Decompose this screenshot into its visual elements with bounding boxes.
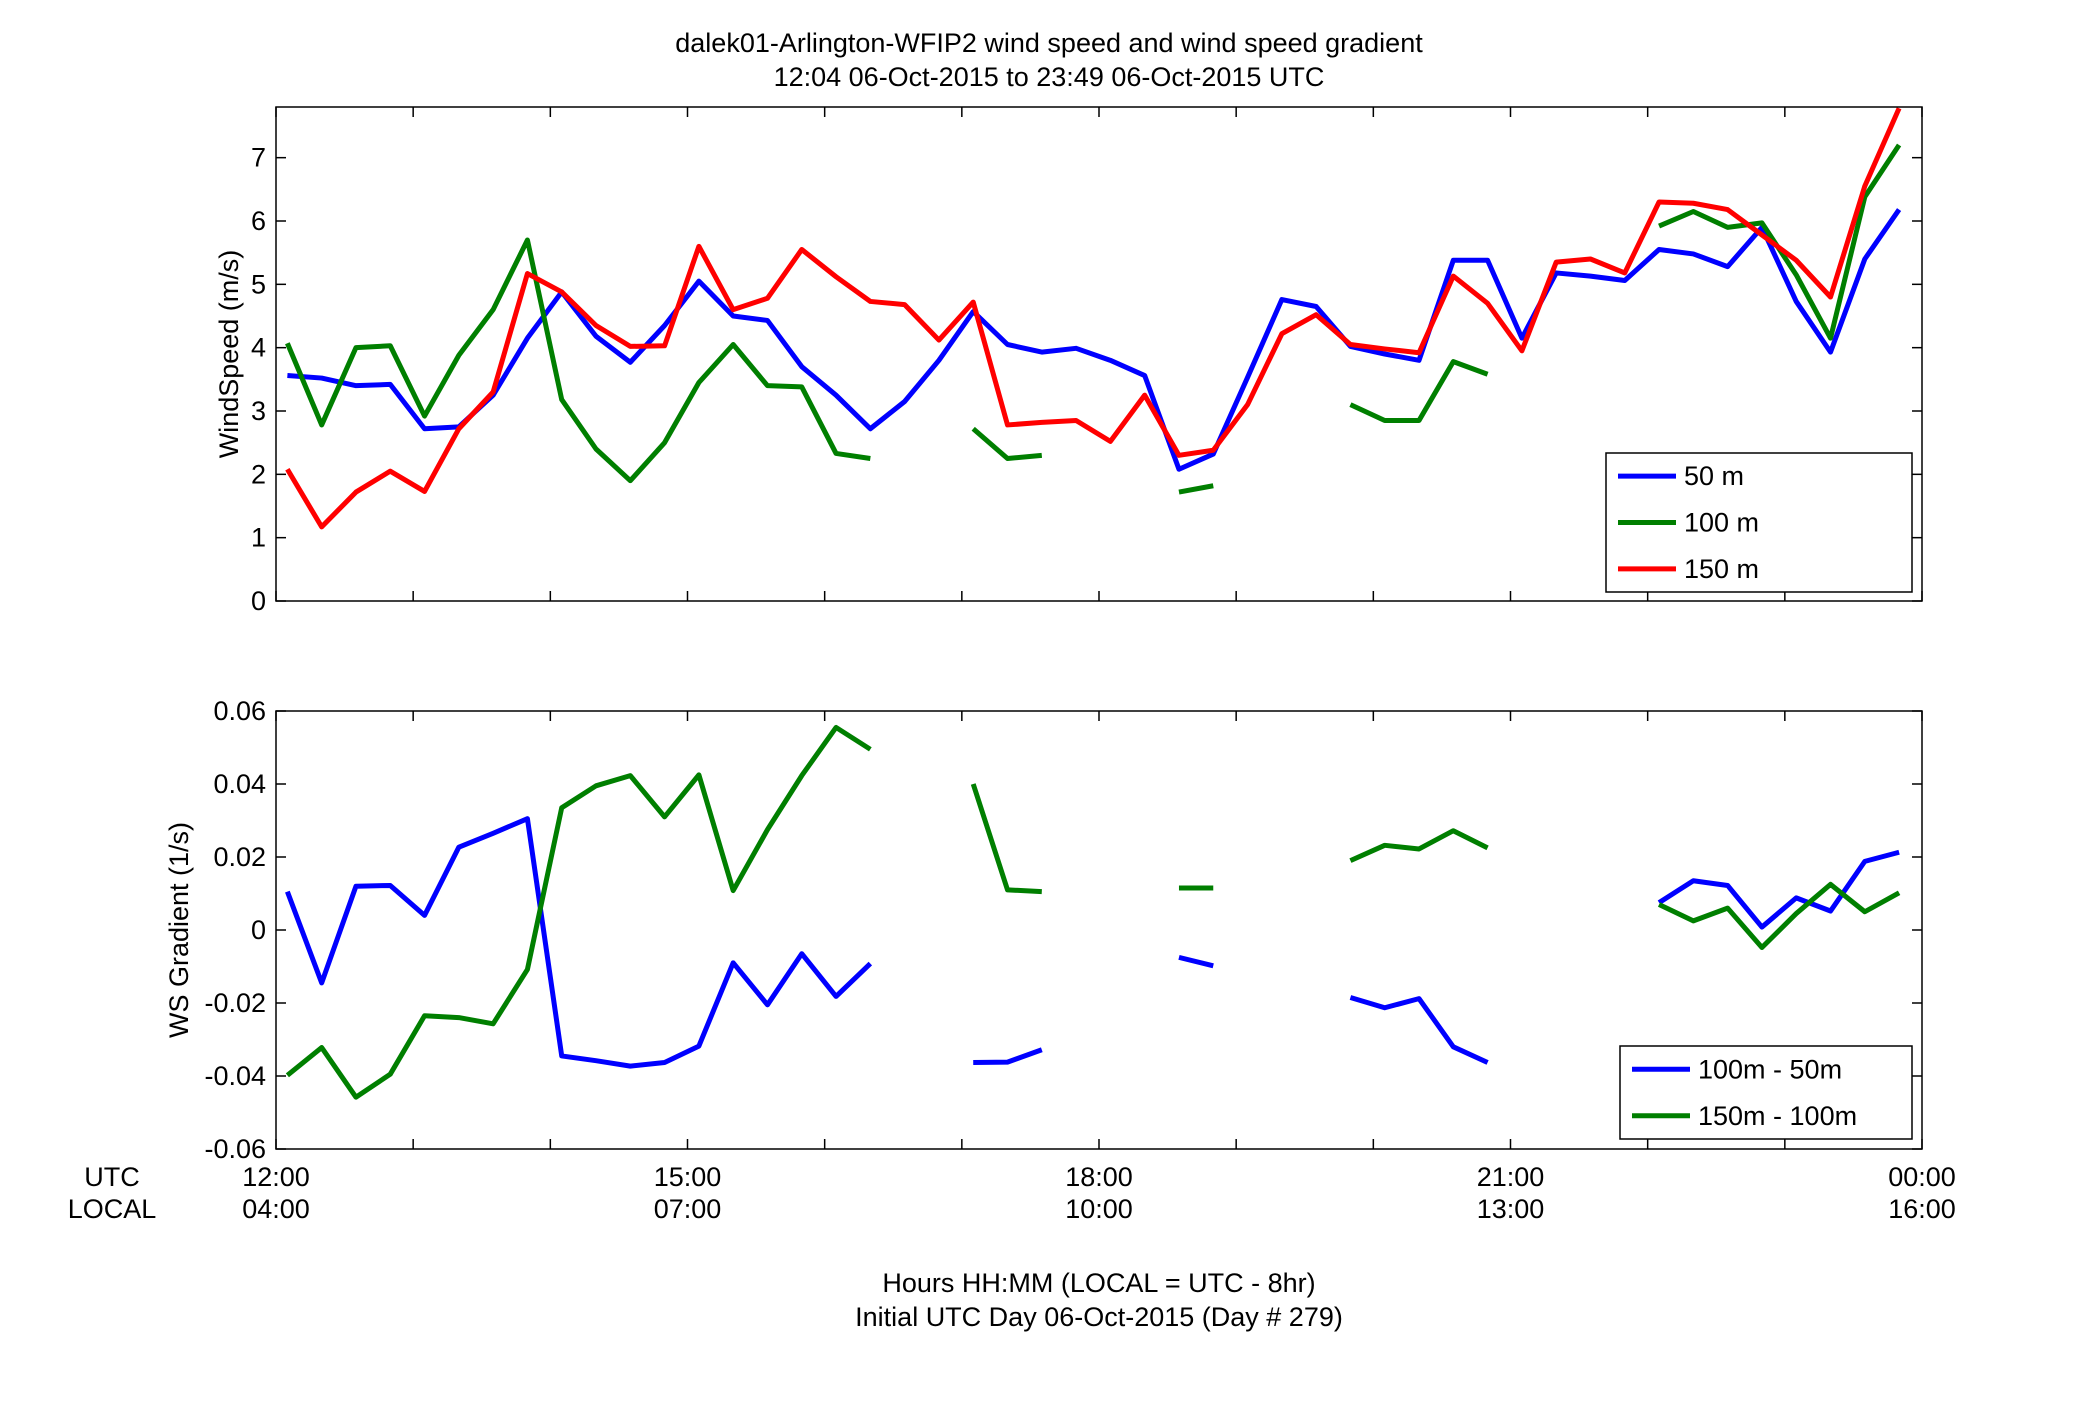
windspeed-ticks: 0 1 2 3 4 5 6 7 xyxy=(251,107,1923,616)
gradient-ytick-label: 0.06 xyxy=(213,696,266,726)
series-150m xyxy=(285,107,1902,530)
series-line-segment xyxy=(1178,954,1214,969)
windspeed-panel: 0 1 2 3 4 5 6 7 WindSpeed (m/s) 50 m 100 m 150 m xyxy=(214,106,1923,616)
series-100mto50m xyxy=(285,816,1900,1069)
local-tick-label: 10:00 xyxy=(1065,1194,1133,1224)
legend-entry: 50 m xyxy=(1684,461,1744,491)
windspeed-ytick-label: 0 xyxy=(251,586,266,616)
series-line-segment xyxy=(285,237,871,484)
windspeed-ytick-label: 3 xyxy=(251,396,266,426)
series-line-segment xyxy=(1349,828,1489,863)
windspeed-ytick-label: 6 xyxy=(251,206,266,236)
series-100m xyxy=(285,143,1902,495)
windspeed-ytick-label: 4 xyxy=(251,333,266,363)
local-tick-label: 07:00 xyxy=(654,1194,722,1224)
windspeed-ytick-label: 2 xyxy=(251,459,266,489)
series-line-segment xyxy=(970,783,1042,895)
gradient-series xyxy=(285,724,1901,1100)
windspeed-legend: 50 m 100 m 150 m xyxy=(1605,452,1913,593)
windspeed-series xyxy=(285,107,1902,530)
utc-row-label: UTC xyxy=(84,1162,140,1192)
local-row-label: LOCAL xyxy=(68,1194,157,1224)
utc-tick-label: 12:00 xyxy=(242,1162,310,1192)
series-line-segment xyxy=(971,426,1043,461)
local-tick-label: 16:00 xyxy=(1888,1194,1956,1224)
local-tick-label: 13:00 xyxy=(1477,1194,1545,1224)
series-line-segment xyxy=(1178,483,1214,495)
utc-tick-label: 15:00 xyxy=(654,1162,722,1192)
legend-entry: 100 m xyxy=(1684,508,1759,538)
series-line-segment xyxy=(287,208,1902,472)
gradient-axes-frame xyxy=(275,710,1923,1150)
windspeed-ytick-label: 5 xyxy=(251,269,266,299)
series-line-segment xyxy=(1349,359,1489,423)
series-line-segment xyxy=(285,816,873,1069)
series-line-segment xyxy=(1658,143,1902,341)
series-line-segment xyxy=(973,1047,1043,1065)
utc-tick-label: 18:00 xyxy=(1065,1162,1133,1192)
gradient-panel: -0.06 -0.04 -0.02 0 0.02 0.04 0.06 WS Gradient… xyxy=(164,696,1923,1164)
x-axis-label-day: Initial UTC Day 06-Oct-2015 (Day # 279) xyxy=(855,1302,1343,1332)
windspeed-ylabel: WindSpeed (m/s) xyxy=(214,250,244,459)
gradient-ytick-label: 0.02 xyxy=(213,842,266,872)
x-axis-label: Hours HH:MM (LOCAL = UTC - 8hr) xyxy=(882,1268,1315,1298)
series-line-segment xyxy=(285,107,1902,530)
gradient-ytick-label: -0.02 xyxy=(204,988,266,1018)
windspeed-ytick-label: 7 xyxy=(251,143,266,173)
local-tick-label: 04:00 xyxy=(242,1194,310,1224)
chart-subtitle: 12:04 06-Oct-2015 to 23:49 06-Oct-2015 U… xyxy=(774,62,1325,92)
gradient-ticks: -0.06 -0.04 -0.02 0 0.02 0.04 0.06 xyxy=(204,696,1923,1164)
legend-box xyxy=(1619,1045,1913,1140)
legend-entry: 150 m xyxy=(1684,554,1759,584)
gradient-ytick-label: -0.06 xyxy=(204,1134,266,1164)
chart-title: dalek01-Arlington-WFIP2 wind speed and w… xyxy=(675,28,1423,58)
series-line-segment xyxy=(285,724,872,1100)
legend-entry: 100m - 50m xyxy=(1698,1054,1842,1084)
gradient-ytick-label: 0.04 xyxy=(213,769,266,799)
legend-entry: 150m - 100m xyxy=(1698,1101,1857,1131)
windspeed-ytick-label: 1 xyxy=(251,523,266,553)
series-150mto100m xyxy=(285,724,1901,1100)
gradient-ytick-label: 0 xyxy=(251,915,266,945)
series-line-segment xyxy=(1657,849,1900,930)
gradient-ytick-label: -0.04 xyxy=(204,1061,266,1091)
series-50m xyxy=(287,208,1902,472)
gradient-legend: 100m - 50m 150m - 100m xyxy=(1619,1045,1913,1140)
series-line-segment xyxy=(1349,995,1489,1065)
gradient-ylabel: WS Gradient (1/s) xyxy=(164,822,194,1038)
utc-tick-label: 00:00 xyxy=(1888,1162,1956,1192)
windspeed-axes-frame xyxy=(275,106,1923,602)
series-line-segment xyxy=(1657,881,1901,951)
utc-tick-label: 21:00 xyxy=(1477,1162,1545,1192)
